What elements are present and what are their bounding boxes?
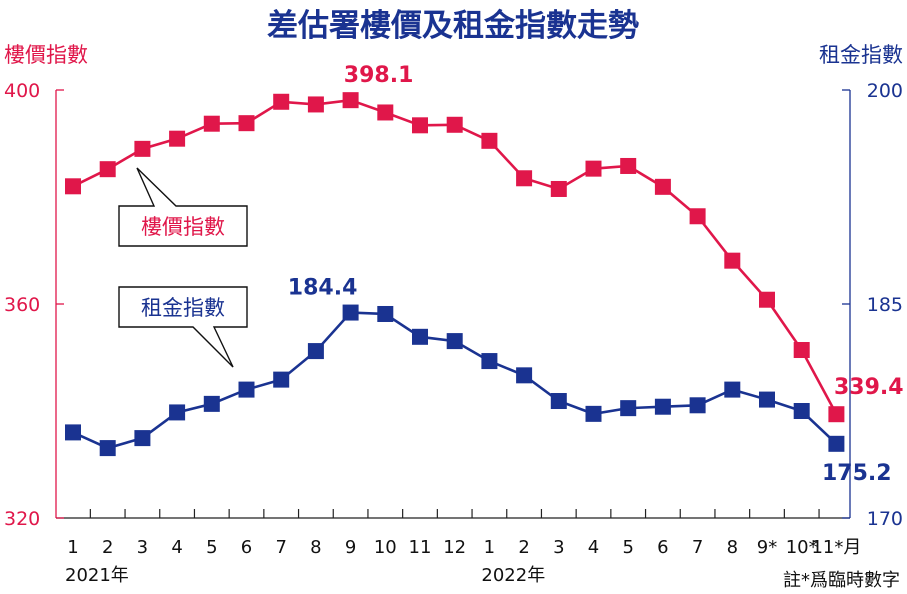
x-tick-label: 7 xyxy=(275,537,286,558)
data-point xyxy=(134,140,151,157)
series-line xyxy=(72,311,838,450)
data-point xyxy=(377,104,394,121)
data-point xyxy=(585,160,602,177)
x-tick-label: 8 xyxy=(727,537,738,558)
data-point xyxy=(516,367,533,384)
x-tick-label: 9 xyxy=(345,537,356,558)
x-tick-label: 6 xyxy=(657,537,668,558)
data-point xyxy=(446,116,463,133)
callout-box-house-price xyxy=(118,167,248,247)
data-label: 339.4 xyxy=(834,375,904,400)
axes xyxy=(55,89,851,519)
series-house-price xyxy=(65,92,845,423)
data-point xyxy=(342,304,359,321)
right-tick-label: 185 xyxy=(867,294,903,316)
data-label: 175.2 xyxy=(822,461,892,486)
data-point xyxy=(516,170,533,187)
data-point xyxy=(654,178,671,195)
data-point xyxy=(759,291,775,308)
x-tick-label: 4 xyxy=(588,537,599,558)
x-tick-label: 3 xyxy=(137,537,148,558)
data-point xyxy=(689,208,706,225)
series-line xyxy=(72,98,838,415)
data-point xyxy=(203,395,220,412)
data-point xyxy=(412,328,428,345)
x-tick-label: 2 xyxy=(102,537,113,558)
data-point xyxy=(65,178,81,195)
series-rent xyxy=(65,304,845,457)
x-tick-label: 2 xyxy=(518,537,529,558)
data-point xyxy=(99,440,116,457)
x-tick-label: 6 xyxy=(241,537,252,558)
data-point xyxy=(342,92,359,109)
right-tick-label: 170 xyxy=(867,508,903,530)
data-point xyxy=(238,381,255,398)
data-point xyxy=(585,405,602,422)
data-point xyxy=(793,403,810,419)
x-tick-label: 8 xyxy=(310,537,321,558)
data-point xyxy=(793,342,810,359)
data-point xyxy=(828,406,845,423)
data-labels: 398.1 339.4 184.4 175.2 xyxy=(288,63,904,486)
data-point xyxy=(550,180,567,197)
x-tick-label: 9* xyxy=(757,537,777,558)
x-tick-label: 10 xyxy=(374,537,397,558)
note: 註*爲臨時數字 xyxy=(783,570,900,591)
x-tick-label: 12 xyxy=(443,537,466,558)
year-label: 2022年 xyxy=(481,565,545,586)
data-point xyxy=(134,430,151,447)
x-tick-label: 11 xyxy=(409,537,432,558)
data-point xyxy=(169,404,186,421)
x-tick-label: 1 xyxy=(67,537,78,558)
data-point xyxy=(481,132,498,149)
right-tick-label: 200 xyxy=(867,80,903,102)
data-point xyxy=(689,397,706,414)
chart-title: 差估署樓價及租金指數走勢 xyxy=(267,8,639,44)
data-point xyxy=(238,115,255,132)
data-point xyxy=(446,333,463,350)
data-label: 398.1 xyxy=(344,63,414,88)
data-point xyxy=(169,130,186,147)
left-tick-label: 360 xyxy=(4,294,40,316)
data-point xyxy=(620,157,637,174)
data-point xyxy=(550,393,567,410)
left-tick-label: 400 xyxy=(4,80,40,102)
data-point xyxy=(654,398,671,415)
right-axis-title: 租金指數 xyxy=(819,43,903,67)
data-point xyxy=(481,353,498,370)
legend-label-house-price: 樓價指數 xyxy=(141,215,225,239)
data-point xyxy=(724,381,741,398)
x-tick-label: 1 xyxy=(484,537,495,558)
data-point xyxy=(273,93,290,110)
x-tick-label: 11*月 xyxy=(811,537,861,558)
data-point xyxy=(412,117,428,134)
data-point xyxy=(724,252,741,269)
data-point xyxy=(828,435,845,452)
legend-label-rent: 租金指數 xyxy=(141,296,225,320)
data-point xyxy=(307,343,324,360)
year-label: 2021年 xyxy=(65,565,129,586)
data-label: 184.4 xyxy=(288,276,358,301)
data-point xyxy=(620,400,637,417)
data-point xyxy=(273,371,290,388)
x-tick-label: 7 xyxy=(692,537,703,558)
x-tick-label: 10* xyxy=(786,537,818,558)
data-point xyxy=(307,96,324,113)
x-tick-label: 5 xyxy=(206,537,217,558)
x-tick-label: 5 xyxy=(622,537,633,558)
data-point xyxy=(203,115,220,132)
data-point xyxy=(759,391,775,408)
data-point xyxy=(65,424,81,441)
data-point xyxy=(377,305,394,322)
x-tick-label: 3 xyxy=(553,537,564,558)
left-axis-title: 樓價指數 xyxy=(4,43,88,67)
x-tick-label: 4 xyxy=(171,537,182,558)
left-tick-label: 320 xyxy=(4,508,40,530)
data-point xyxy=(99,161,116,178)
callout-box-rent xyxy=(118,286,248,368)
